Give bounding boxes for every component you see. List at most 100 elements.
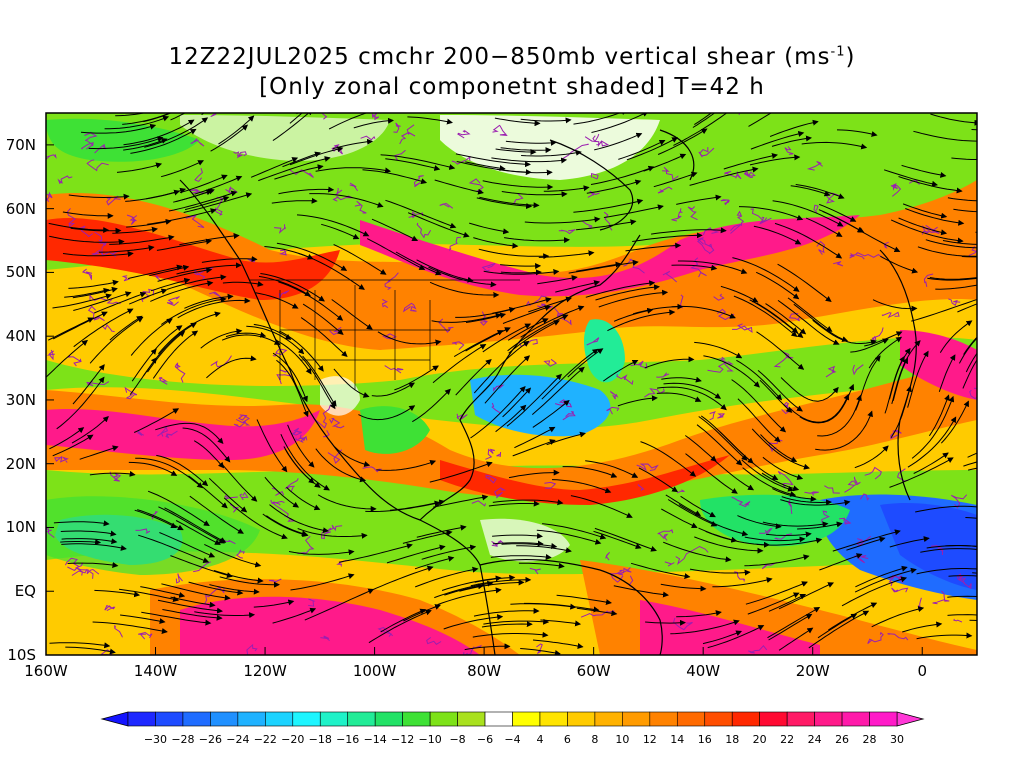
streamline xyxy=(928,394,950,437)
streamline xyxy=(272,352,308,403)
streamline xyxy=(892,357,908,402)
streamline xyxy=(591,113,649,133)
streamline xyxy=(253,323,292,340)
streamline xyxy=(817,394,862,437)
streamline xyxy=(501,543,558,549)
lon-label: 160W xyxy=(24,662,68,680)
streamline xyxy=(194,175,243,195)
streamline xyxy=(502,305,551,324)
streamline xyxy=(200,328,243,349)
contour xyxy=(174,362,186,383)
contour xyxy=(662,270,678,283)
colorbar-label: −22 xyxy=(253,733,277,746)
streamline xyxy=(643,153,687,172)
contour xyxy=(381,299,389,309)
streamline xyxy=(206,355,257,379)
streamline xyxy=(495,404,527,433)
contour xyxy=(135,528,151,534)
colorbar-label: 6 xyxy=(563,733,571,746)
streamline xyxy=(258,275,311,297)
colorbar-swatch xyxy=(429,711,458,727)
streamline xyxy=(537,275,578,285)
streamline xyxy=(492,499,564,506)
streamline xyxy=(152,330,199,379)
streamline xyxy=(541,348,599,400)
contour xyxy=(233,151,247,159)
streamline xyxy=(768,613,813,641)
streamline xyxy=(755,271,800,300)
streamline xyxy=(872,299,918,312)
contour xyxy=(121,275,130,282)
contour xyxy=(560,317,572,326)
streamline xyxy=(736,359,783,401)
contour xyxy=(825,365,837,378)
streamline xyxy=(930,113,977,126)
streamline xyxy=(917,246,977,257)
lon-label: 0 xyxy=(917,662,928,680)
colorbar xyxy=(100,711,925,727)
streamline xyxy=(749,299,804,339)
streamline xyxy=(193,440,225,469)
streamline xyxy=(656,392,702,402)
contour xyxy=(558,228,576,235)
contour xyxy=(439,202,454,209)
colorbar-label: 10 xyxy=(615,733,630,746)
streamline xyxy=(61,543,127,551)
streamline xyxy=(819,203,857,222)
colorbar-swatch xyxy=(265,711,294,727)
contour xyxy=(109,471,122,482)
streamline xyxy=(287,424,315,468)
contour xyxy=(349,182,359,192)
streamline xyxy=(157,599,223,614)
streamline xyxy=(49,642,111,649)
streamline xyxy=(671,305,736,319)
streamline xyxy=(164,507,227,543)
streamline xyxy=(939,320,973,353)
contour xyxy=(859,493,870,501)
streamline xyxy=(532,399,570,428)
contour xyxy=(921,225,937,235)
streamline xyxy=(138,534,210,564)
contour xyxy=(554,307,564,317)
contour xyxy=(233,418,247,428)
streamline xyxy=(309,193,384,208)
streamline xyxy=(889,457,954,488)
streamline xyxy=(47,317,95,341)
contour xyxy=(371,113,380,121)
colorbar-swatch xyxy=(457,711,486,727)
lat-label: EQ xyxy=(14,582,36,601)
streamline xyxy=(161,296,227,325)
contour xyxy=(408,210,424,219)
streamline xyxy=(72,364,105,405)
streamline xyxy=(751,428,810,470)
streamline xyxy=(137,509,184,531)
streamline xyxy=(453,330,504,358)
contour xyxy=(758,527,773,535)
contour xyxy=(114,625,123,638)
streamline xyxy=(368,609,432,644)
lat-label: 30N xyxy=(5,390,36,409)
contour xyxy=(291,427,303,436)
streamline xyxy=(780,377,839,402)
streamline xyxy=(289,113,303,124)
streamline xyxy=(276,242,348,271)
contour xyxy=(393,122,401,133)
contour xyxy=(194,167,203,183)
streamline xyxy=(479,196,540,209)
streamline xyxy=(737,515,782,530)
streamline xyxy=(765,531,812,538)
lat-label: 70N xyxy=(5,135,36,154)
contour xyxy=(138,631,153,640)
streamline xyxy=(868,336,903,369)
contour xyxy=(246,643,258,655)
streamline xyxy=(948,575,977,577)
streamline xyxy=(73,291,132,311)
streamline xyxy=(331,299,373,330)
streamline xyxy=(927,277,977,281)
contour xyxy=(656,372,670,378)
streamline xyxy=(916,632,973,640)
streamline xyxy=(967,467,977,471)
streamline xyxy=(280,433,330,491)
streamline xyxy=(140,586,186,598)
streamline xyxy=(469,222,510,235)
